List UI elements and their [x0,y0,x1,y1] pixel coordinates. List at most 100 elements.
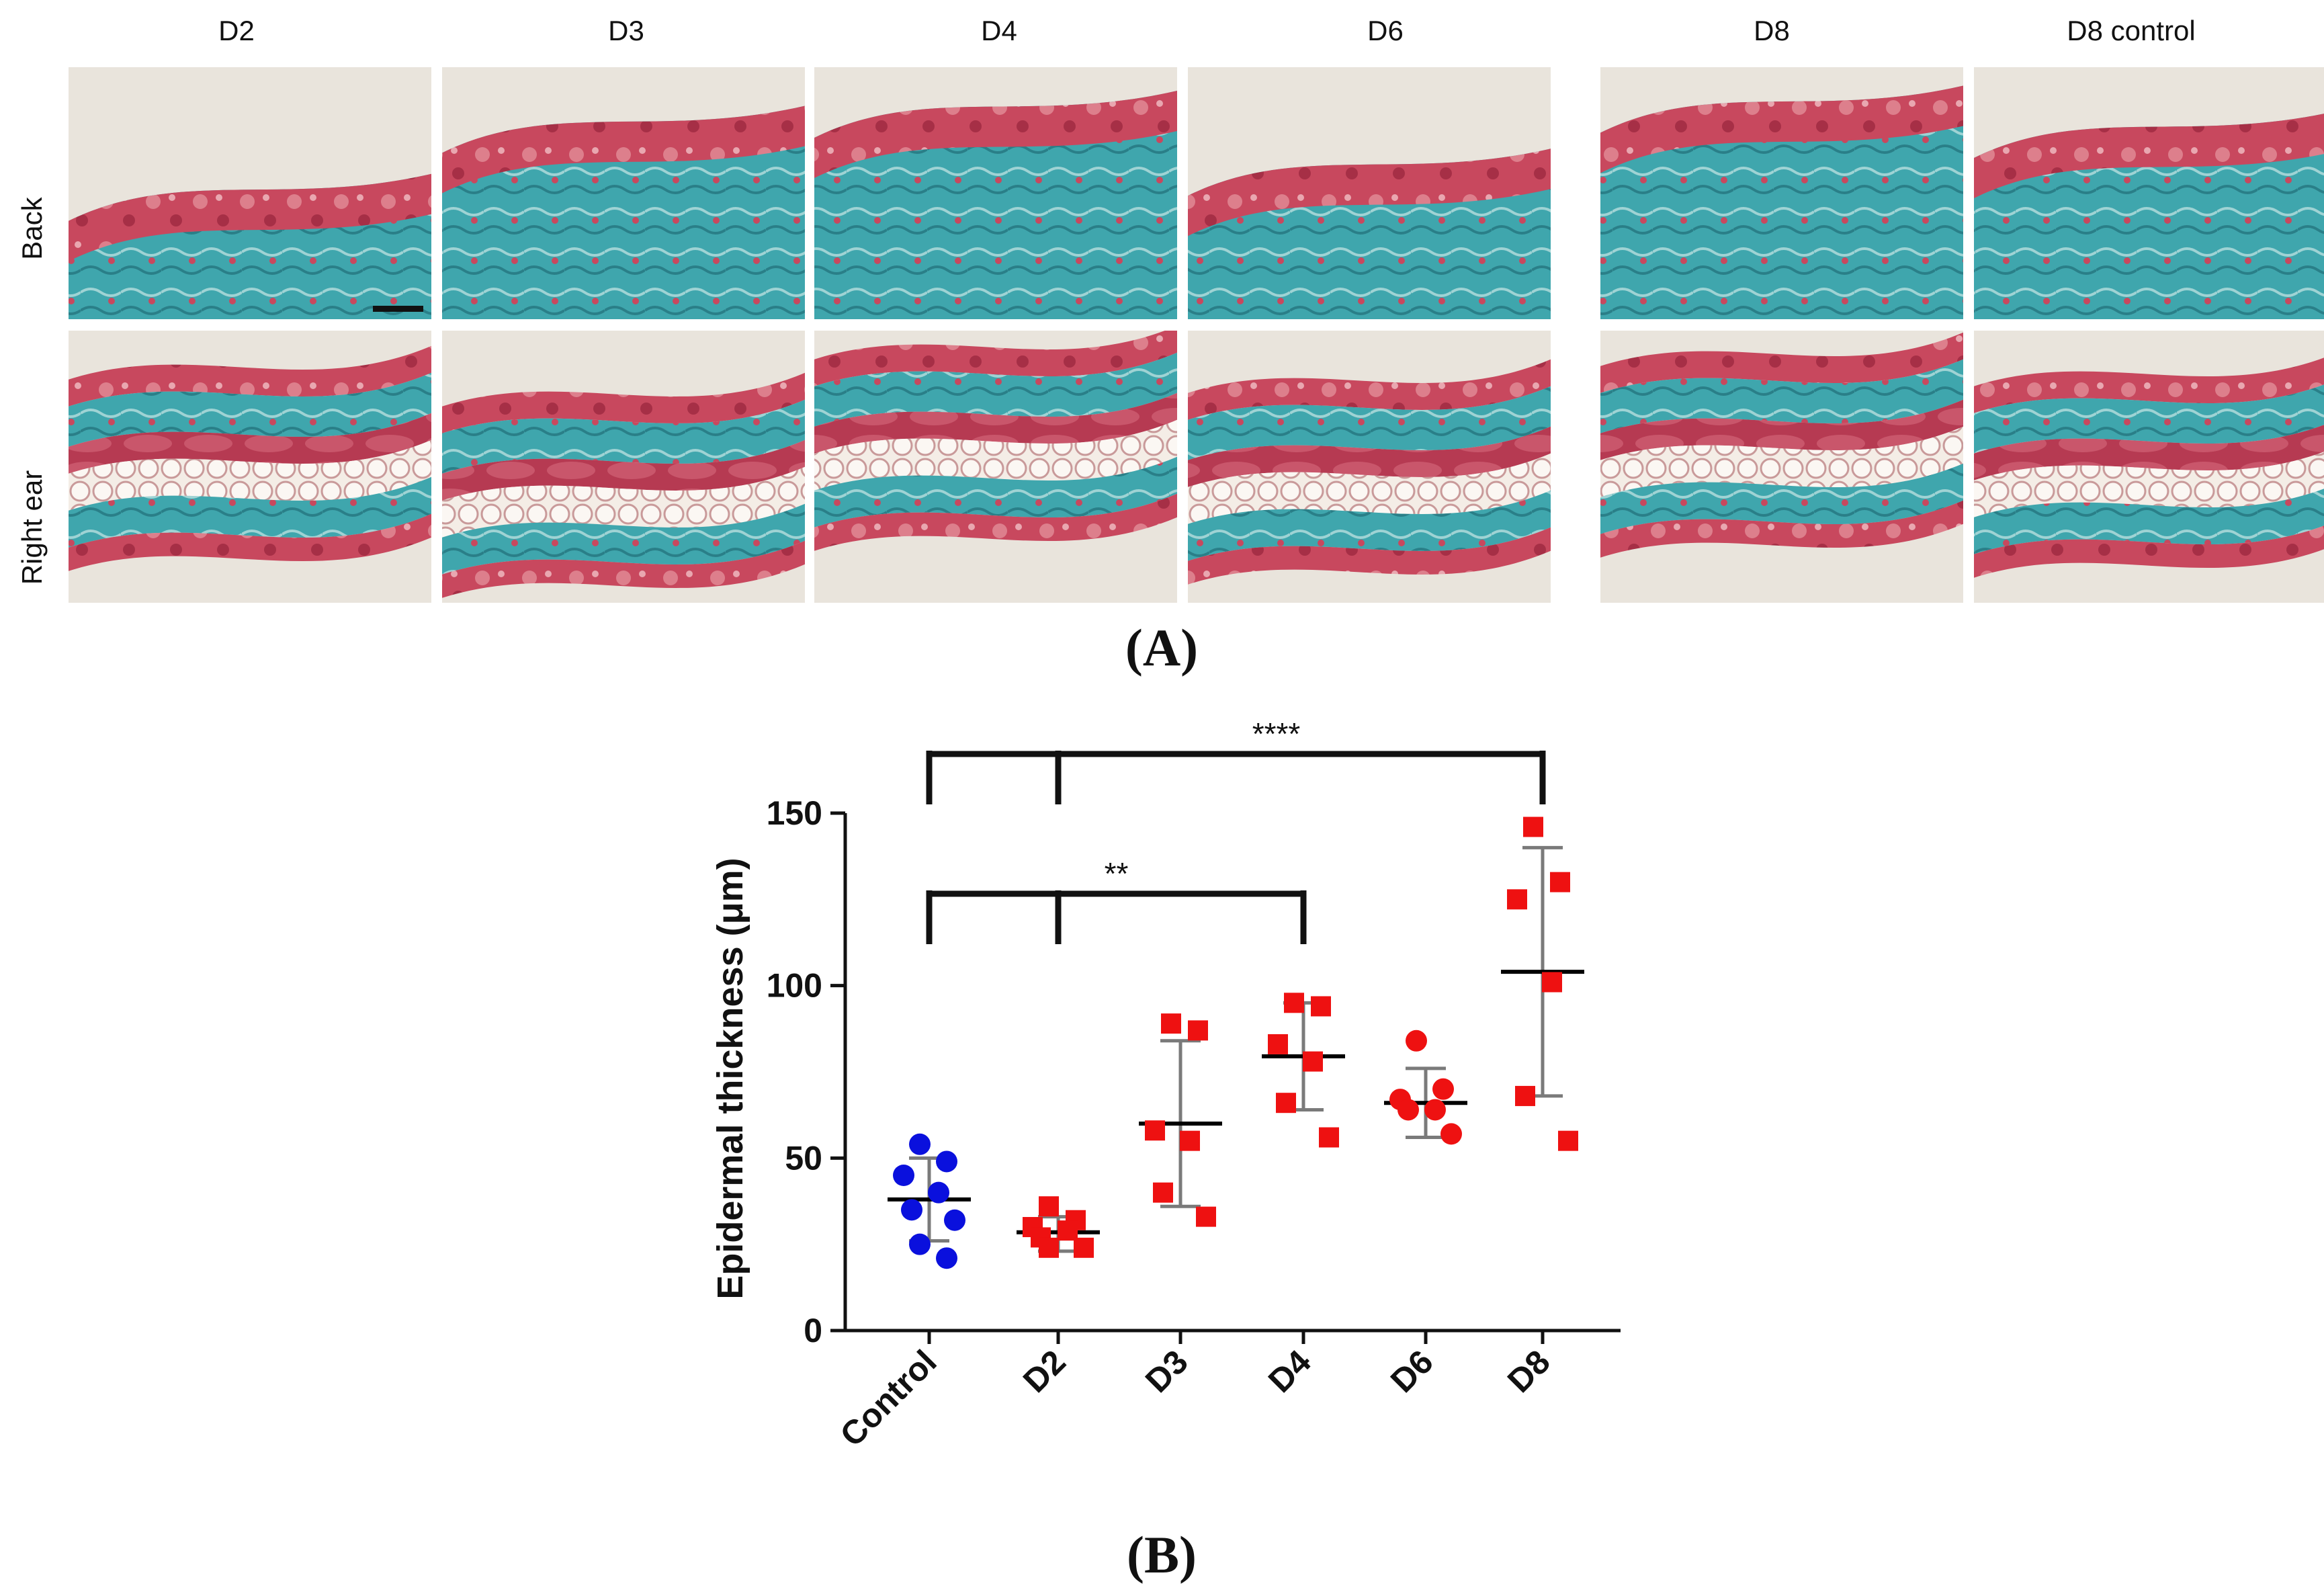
point-control-7 [936,1247,957,1269]
upper-epidermis-band [1188,359,1551,420]
bracket-d4-label: ** [1105,856,1129,891]
y-tick-labels: 0 50 100 150 [767,794,822,1349]
row-label-right-ear: Right ear [16,470,48,585]
point-d2-0 [1039,1196,1059,1217]
y-tick-label-50: 50 [785,1139,822,1177]
micrograph-back-d4 [814,67,1177,319]
point-control-4 [901,1199,922,1221]
point-d3-2 [1145,1120,1165,1141]
x-tick-label-control: Control [833,1343,944,1454]
micrograph-back-d8-control [1974,67,2324,319]
point-d6-4 [1397,1099,1419,1121]
lower-epidermis-band [1600,500,1963,558]
muscle-band [1974,425,2324,480]
cartilage-band [1600,426,1963,497]
point-control-2 [893,1165,914,1186]
data-points [893,816,1578,1269]
y-axis-label: Epidermal thickness (μm) [710,857,750,1299]
cartilage-band [1188,453,1551,524]
point-d8-5 [1558,1130,1578,1151]
lower-epidermis-band [442,540,805,598]
lower-epidermis-band [69,513,431,571]
point-d4-2 [1268,1034,1288,1054]
column-header-d6: D6 [1367,15,1404,46]
point-d3-5 [1196,1206,1216,1227]
x-tick-labels: Control D2 D3 D4 D6 D8 [833,1343,1557,1454]
panel-a-micrographs [69,67,2324,603]
upper-dermis-band [442,399,805,474]
upper-epidermis-band [1600,332,1963,393]
x-tick-label-d2: D2 [1016,1343,1073,1400]
epidermis-layer [69,173,431,261]
micrograph-back-d8 [1600,67,1963,319]
point-d2-6 [1039,1237,1059,1258]
point-d4-5 [1319,1127,1339,1148]
micrograph-right-ear-d2 [69,331,431,603]
point-d6-0 [1406,1030,1427,1052]
lower-epidermis-band [1188,527,1551,585]
y-tick-label-150: 150 [767,794,822,832]
cartilage-band [814,419,1177,491]
lower-dermis-band [442,503,805,575]
error-bars [888,845,1584,1253]
point-d8-2 [1507,889,1527,910]
point-control-0 [909,1133,931,1155]
point-d2-3 [1058,1220,1078,1241]
upper-epidermis-band [69,345,431,407]
upper-dermis-band [1600,359,1963,433]
muscle-band [442,439,805,501]
scale-bar [373,306,423,312]
upper-epidermis-band [442,372,805,433]
muscle-band [1188,426,1551,487]
epidermal-thickness-chart: Epidermal thickness (μm) 0 50 100 150 Contr… [710,716,1621,1454]
point-d4-3 [1303,1051,1323,1072]
x-tick-label-d4: D4 [1261,1343,1318,1400]
point-d4-1 [1311,996,1331,1017]
upper-dermis-band [1188,386,1551,460]
upper-dermis-band [1974,384,2324,454]
column-header-d8: D8 [1754,15,1790,46]
x-tick-label-d6: D6 [1383,1343,1440,1400]
point-d6-3 [1424,1099,1446,1121]
micrograph-right-ear-d8-control [1974,331,2324,603]
panel-a-label: (A) [1125,618,1198,677]
epidermis-layer [1974,114,2324,198]
lower-dermis-band [1974,489,2324,554]
point-d6-5 [1440,1123,1462,1145]
lower-epidermis-band [814,493,1177,551]
significance-brackets: ****** [926,716,1546,944]
lower-dermis-band [69,476,431,548]
muscle-band [69,413,431,474]
micrograph-right-ear-d8 [1600,331,1963,603]
y-tick-label-100: 100 [767,967,822,1005]
y-tick-label-0: 0 [804,1312,822,1349]
lower-dermis-band [1188,490,1551,561]
cartilage-band [69,439,431,511]
bracket-d8-label: **** [1252,716,1301,751]
micrograph-back-d2 [69,67,431,319]
lower-dermis-band [1600,463,1963,534]
point-d3-1 [1188,1020,1208,1041]
point-d8-4 [1515,1085,1535,1106]
muscle-band [1600,399,1963,460]
epidermis-layer [1600,85,1963,173]
cartilage-band [1974,452,2324,517]
micrograph-back-d6 [1188,67,1551,319]
point-d3-4 [1153,1182,1173,1203]
cartilage-band [442,466,805,538]
muscle-band [814,392,1177,454]
upper-epidermis-band [814,331,1177,386]
upper-epidermis-band [1974,358,2324,413]
micrograph-right-ear-d6 [1188,331,1551,603]
upper-dermis-band [814,352,1177,427]
point-d2-5 [1074,1237,1094,1258]
point-d8-1 [1550,872,1570,892]
epidermis-layer [814,91,1177,178]
micrograph-back-d3 [442,67,805,319]
point-d8-3 [1542,972,1562,993]
row-label-back: Back [16,196,48,259]
point-d8-0 [1523,816,1543,837]
micrograph-right-ear-d3 [442,331,805,603]
